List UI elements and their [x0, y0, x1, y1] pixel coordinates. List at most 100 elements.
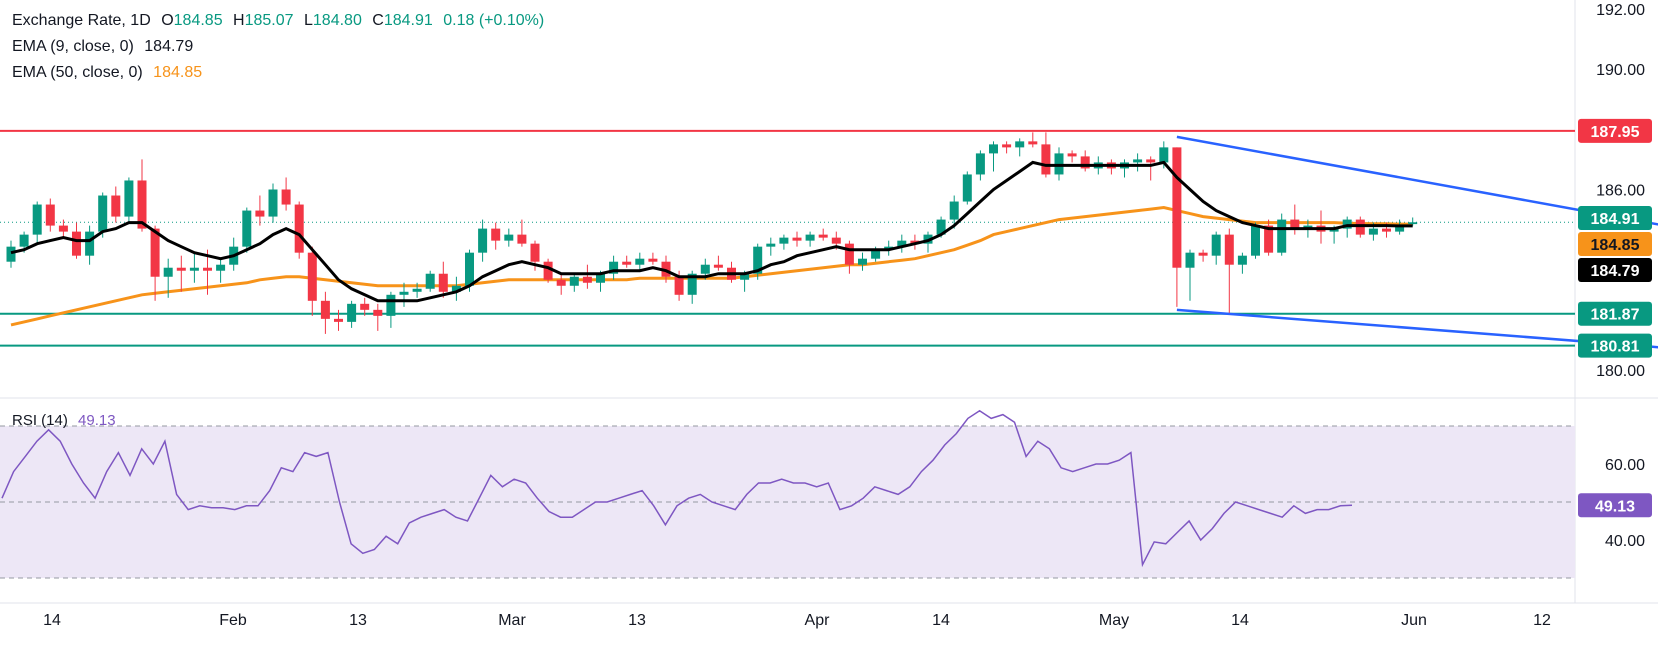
- candle-body: [85, 231, 95, 256]
- ema50-value: 184.85: [153, 64, 203, 81]
- candle: [320, 291, 330, 334]
- candle: [1355, 216, 1365, 238]
- candle-body: [936, 219, 946, 235]
- candle: [163, 258, 173, 298]
- time-tick-label: 13: [628, 612, 646, 629]
- candle: [425, 270, 435, 292]
- candle: [1015, 138, 1025, 157]
- candle: [1028, 132, 1038, 148]
- candle-body: [216, 264, 226, 271]
- candle: [438, 261, 448, 298]
- time-tick-label: May: [1099, 612, 1129, 629]
- candle: [779, 234, 789, 250]
- ema50-label: EMA (50, close, 0): [12, 64, 143, 81]
- time-axis[interactable]: 14 Feb 13 Mar 13 Apr 14 May 14 Jun 12: [43, 612, 1551, 629]
- candle: [1408, 217, 1418, 226]
- candle-body: [569, 276, 579, 286]
- candle-body: [465, 252, 474, 286]
- candle: [491, 222, 501, 250]
- time-tick-label: 14: [43, 612, 61, 629]
- candle-body: [1211, 234, 1221, 256]
- candle-body: [1159, 147, 1169, 163]
- candle: [1211, 231, 1221, 265]
- candle: [150, 225, 160, 301]
- candle-body: [871, 249, 881, 259]
- candle: [713, 255, 723, 271]
- candle-body: [1251, 225, 1260, 256]
- candle-body: [294, 204, 304, 253]
- candle: [137, 159, 147, 232]
- rsi-badge-text: 49.13: [1595, 498, 1635, 515]
- candle: [412, 282, 422, 298]
- price-tick-label: 186.00: [1596, 183, 1645, 200]
- candle-body: [596, 273, 605, 283]
- symbol-title: Exchange Rate, 1D: [12, 12, 151, 29]
- candle-body: [124, 180, 134, 217]
- price-badge-text: 184.85: [1591, 237, 1640, 254]
- candle-body: [58, 225, 68, 232]
- candle: [281, 177, 291, 211]
- rsi-line: [1, 409, 1353, 568]
- level-badge-bg: [1578, 301, 1652, 326]
- candle-body: [975, 153, 985, 175]
- price-badge-bg: [1578, 232, 1652, 256]
- candle-body: [281, 189, 291, 205]
- candle-body: [713, 264, 723, 268]
- low-value: L184.80: [304, 12, 362, 29]
- candle: [1002, 141, 1012, 154]
- ema9-legend[interactable]: EMA (9, close, 0) 184.79: [12, 38, 199, 56]
- rsi-pane[interactable]: [0, 409, 1575, 579]
- candle: [897, 234, 907, 253]
- candle-body: [674, 276, 684, 295]
- candle: [124, 177, 134, 223]
- candle-body: [19, 234, 29, 247]
- candle-body: [1015, 141, 1025, 148]
- candle: [85, 225, 95, 265]
- candle: [844, 240, 854, 274]
- candle: [1041, 132, 1051, 178]
- level-badge-text: 180.81: [1591, 339, 1640, 356]
- candle: [1290, 204, 1300, 235]
- rsi-legend[interactable]: RSI (14) 49.13: [12, 412, 122, 429]
- candle-body: [949, 201, 959, 220]
- price-tick-label: 192.00: [1596, 2, 1645, 19]
- candle-body: [858, 258, 867, 265]
- candle-body: [491, 228, 501, 241]
- candle: [1277, 213, 1287, 256]
- candle: [268, 183, 278, 223]
- price-badge-text: 184.79: [1591, 263, 1640, 280]
- candle-body: [530, 243, 540, 262]
- candle: [176, 255, 186, 292]
- level-badge-text: 181.87: [1591, 307, 1640, 324]
- candle: [517, 219, 527, 247]
- price-axis[interactable]: 192.00 190.00 186.00 180.00 187.95 181.87 180.…: [1578, 2, 1652, 550]
- candle-body: [386, 294, 396, 316]
- candle: [373, 303, 383, 331]
- candle: [635, 252, 645, 271]
- candle-body: [622, 261, 632, 265]
- candle-body: [897, 240, 907, 247]
- candle-body: [255, 210, 265, 217]
- ema50-legend[interactable]: EMA (50, close, 0) 184.85: [12, 64, 208, 82]
- candle-body: [1002, 144, 1012, 148]
- candle-body: [72, 231, 81, 256]
- candle-body: [609, 261, 619, 274]
- candle-body: [1290, 219, 1300, 229]
- price-pane[interactable]: [0, 0, 1658, 604]
- candle-body: [334, 318, 343, 322]
- candle-body: [753, 246, 763, 274]
- level-badge-bg: [1578, 333, 1652, 358]
- price-tick-label: 190.00: [1596, 62, 1645, 79]
- candle-body: [1342, 219, 1352, 229]
- candle-body: [1408, 222, 1418, 225]
- time-tick-label: Apr: [805, 612, 831, 629]
- candle-body: [242, 210, 252, 247]
- candle: [1198, 249, 1208, 262]
- candle-body: [111, 195, 121, 217]
- candle-body: [740, 273, 750, 280]
- candle-body: [137, 180, 147, 229]
- candle: [255, 195, 265, 226]
- candle-body: [648, 258, 658, 262]
- rsi-label: RSI (14): [12, 412, 68, 429]
